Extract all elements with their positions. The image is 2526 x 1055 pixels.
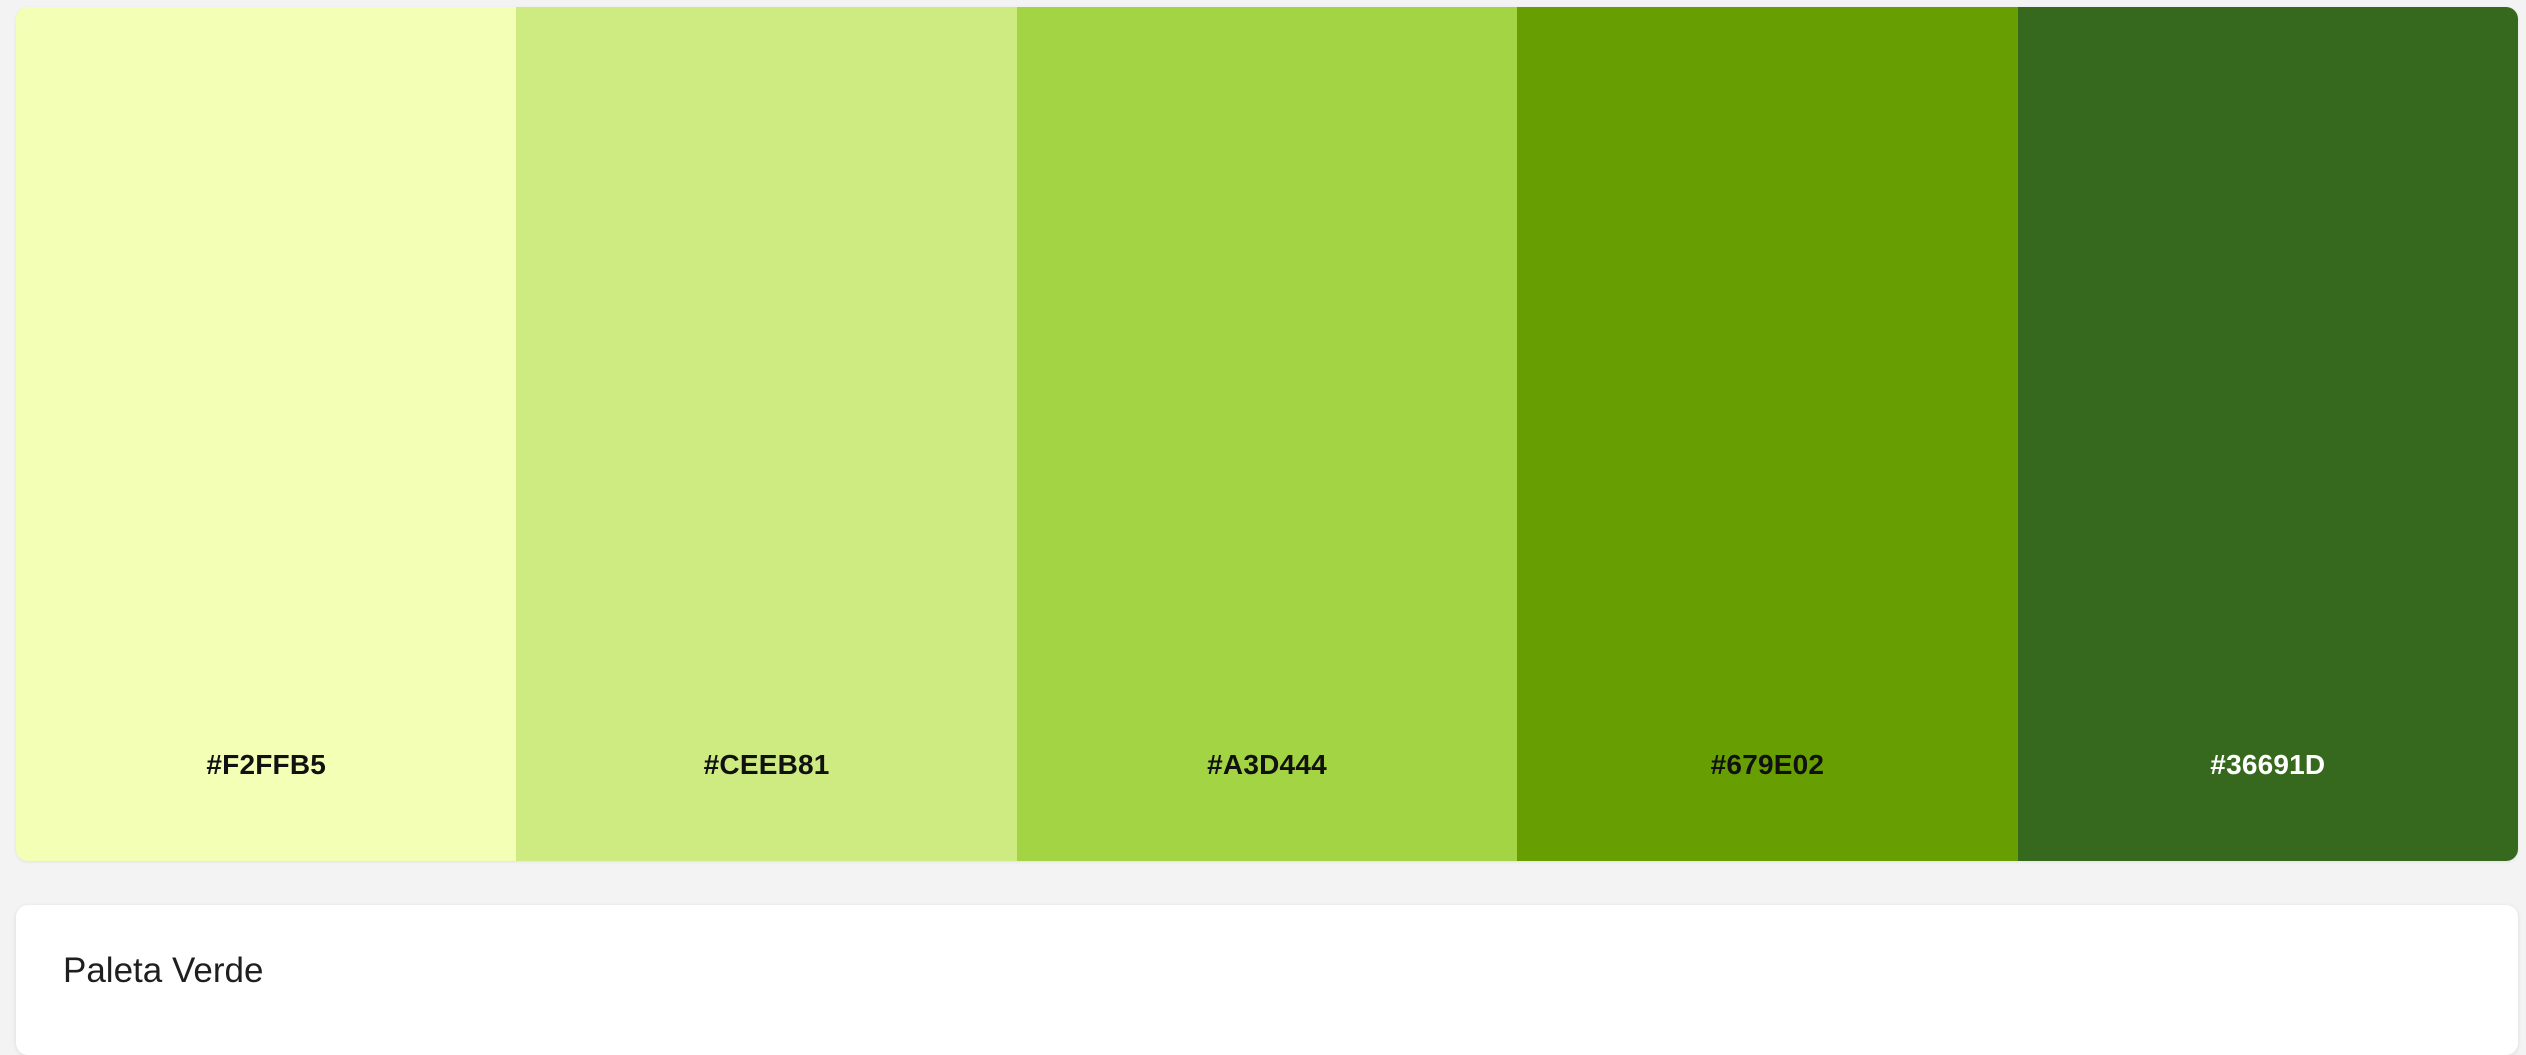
swatch-5[interactable]: #36691D xyxy=(2017,7,2518,861)
swatch-3[interactable]: #A3D444 xyxy=(1016,7,1518,861)
swatch-4[interactable]: #679E02 xyxy=(1517,7,2018,861)
swatch-2[interactable]: #CEEB81 xyxy=(516,7,1017,861)
swatch-hex-label: #CEEB81 xyxy=(703,749,830,780)
palette-info-card: Paleta Verde xyxy=(16,905,2518,1055)
swatch-1[interactable]: #F2FFB5 xyxy=(16,7,517,861)
swatch-hex-label: #F2FFB5 xyxy=(206,749,327,780)
swatch-hex-label: #679E02 xyxy=(1710,749,1825,780)
color-palette: #F2FFB5 #CEEB81 #A3D444 #679E02 #36691D xyxy=(16,7,2518,861)
swatch-hex-label: #A3D444 xyxy=(1207,749,1327,780)
palette-title: Paleta Verde xyxy=(63,951,264,990)
swatch-hex-label: #36691D xyxy=(2210,749,2326,780)
